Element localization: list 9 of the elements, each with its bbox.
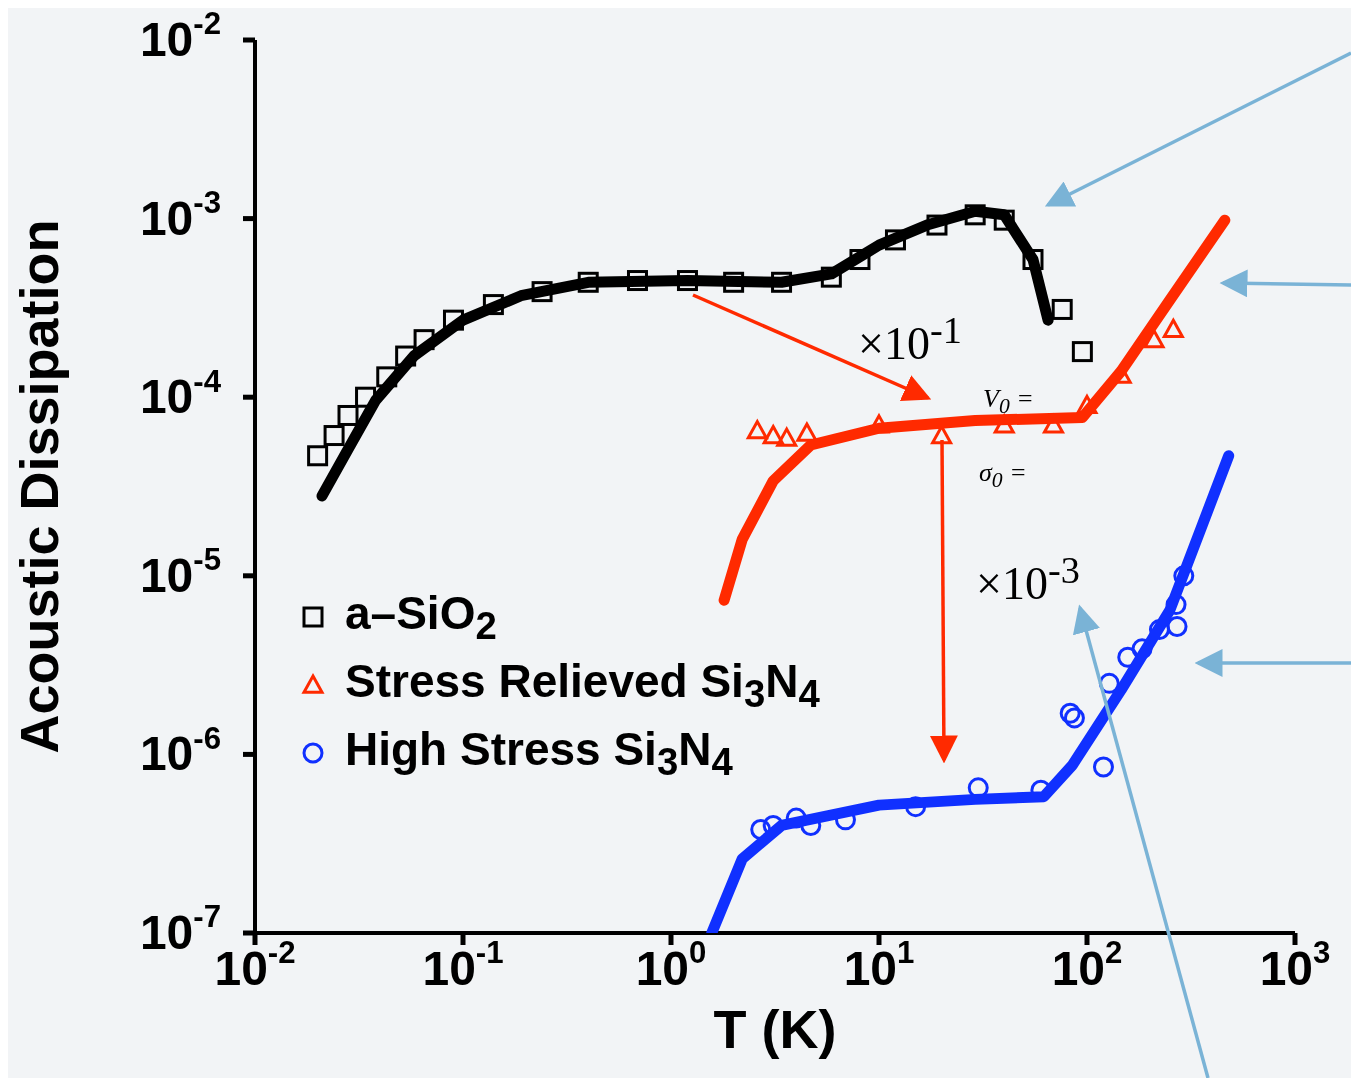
annotation: σ$_{0}$ =: [979, 458, 1027, 494]
annotation: V$_{0}$ =: [983, 384, 1034, 420]
y-axis-title: Acoustic Dissipation: [9, 219, 69, 754]
legend-label: Stress Relieved Si$_{3}$N$_{4}$: [345, 653, 820, 717]
annotation: ×10$^{-1}$: [858, 308, 962, 371]
legend-label: High Stress Si$_{3}$N$_{4}$: [345, 721, 733, 785]
legend-label: a–SiO$_{2}$: [345, 585, 497, 649]
x-axis-title: T (K): [713, 999, 837, 1059]
annotation: ×10$^{-3}$: [976, 548, 1080, 611]
